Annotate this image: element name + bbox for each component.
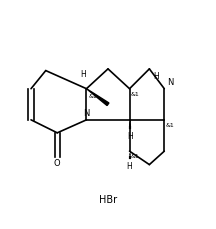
Text: &1: &1 bbox=[131, 92, 139, 97]
Text: &1: &1 bbox=[88, 94, 97, 99]
Text: O: O bbox=[54, 159, 60, 168]
Text: H: H bbox=[80, 70, 86, 79]
Text: H: H bbox=[153, 72, 159, 81]
Text: &1: &1 bbox=[165, 123, 174, 128]
Text: N: N bbox=[83, 109, 89, 118]
Text: HBr: HBr bbox=[99, 195, 117, 205]
Polygon shape bbox=[86, 89, 109, 106]
Text: H: H bbox=[127, 162, 132, 171]
Text: N: N bbox=[167, 78, 174, 87]
Text: H: H bbox=[128, 131, 133, 141]
Text: &1: &1 bbox=[131, 154, 139, 159]
